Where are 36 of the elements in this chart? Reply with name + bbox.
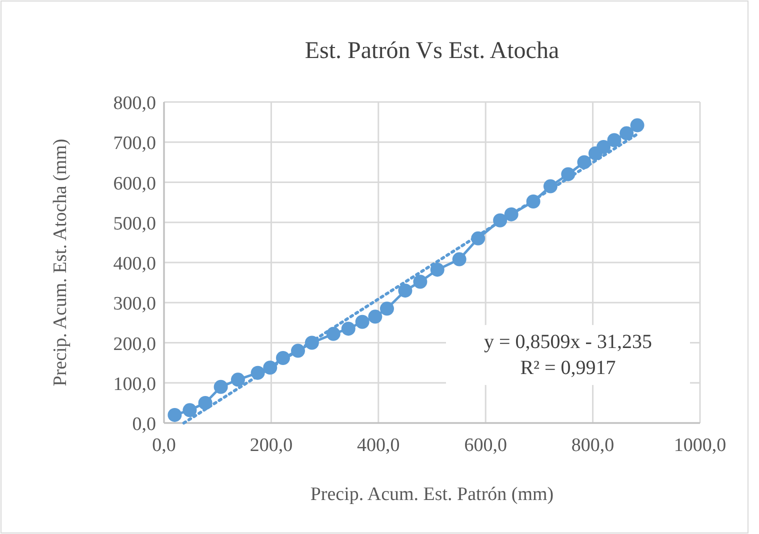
- point: [452, 252, 466, 266]
- point: [607, 133, 622, 148]
- x-tick-label: 400,0: [357, 435, 400, 456]
- point: [398, 284, 412, 298]
- x-tick-label: 200,0: [250, 435, 293, 456]
- annotation: y = 0,8509x - 31,235: [484, 331, 652, 353]
- chart-title: Est. Patrón Vs Est. Atocha: [304, 38, 560, 64]
- y-tick-label: 700,0: [113, 133, 156, 154]
- point: [380, 302, 394, 316]
- point: [430, 262, 444, 277]
- y-tick-label: 800,0: [113, 93, 156, 114]
- x-tick-label: 0,0: [152, 435, 176, 456]
- point: [355, 314, 370, 329]
- y-tick-label: 300,0: [113, 294, 156, 315]
- y-axis-title: Precip. Acum. Est. Atocha (mm): [50, 138, 71, 386]
- x-tick-label: 800,0: [571, 435, 614, 456]
- y-tick-label: 500,0: [113, 213, 156, 234]
- point: [630, 118, 644, 132]
- point: [620, 126, 634, 140]
- y-tick-label: 600,0: [113, 173, 156, 194]
- point: [341, 322, 356, 336]
- x-tick-label: 1000,0: [674, 435, 726, 456]
- point: [368, 310, 382, 324]
- annotation: R² = 0,9917: [520, 357, 616, 379]
- x-tick-label: 600,0: [464, 435, 507, 456]
- point: [168, 408, 182, 422]
- x-axis-title: Precip. Acum. Est. Patrón (mm): [310, 484, 554, 505]
- point: [230, 372, 245, 387]
- y-tick-label: 0,0: [132, 414, 156, 435]
- y-tick-label: 200,0: [113, 334, 156, 355]
- point: [214, 380, 228, 394]
- y-tick-label: 400,0: [113, 254, 156, 274]
- y-tick-label: 100,0: [113, 374, 156, 395]
- point: [596, 140, 611, 154]
- point: [413, 274, 428, 289]
- point: [182, 403, 197, 418]
